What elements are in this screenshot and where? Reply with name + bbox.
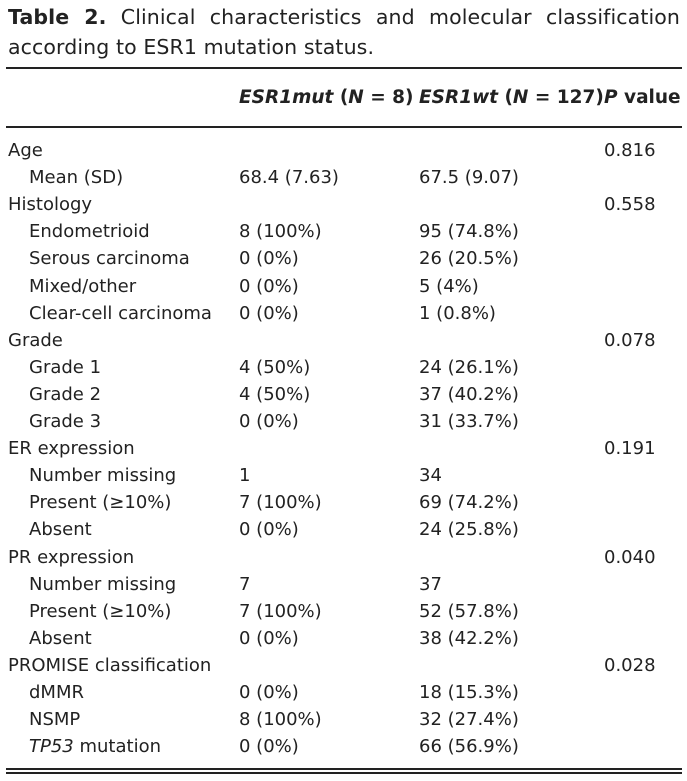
cell-esr1wt: 31 (33.7%) <box>419 411 519 432</box>
header-rule <box>6 126 682 128</box>
cell-esr1mut: 0 (0%) <box>239 682 299 703</box>
cell-esr1mut: 0 (0%) <box>239 519 299 540</box>
cell-esr1wt: 5 (4%) <box>419 276 479 297</box>
cell-esr1mut: 4 (50%) <box>239 357 311 378</box>
row-label: TP53 mutation <box>29 733 161 760</box>
row-label: dMMR <box>29 682 84 703</box>
header-p-var: P <box>604 87 618 108</box>
row-label: Absent <box>29 519 92 540</box>
cell-p-value: 0.078 <box>604 330 656 351</box>
cell-esr1mut: 0 (0%) <box>239 628 299 649</box>
header-esr1wt-n: N <box>512 87 529 108</box>
cell-esr1wt: 69 (74.2%) <box>419 492 519 513</box>
cell-esr1mut: 4 (50%) <box>239 384 311 405</box>
cell-esr1wt: 34 <box>419 465 442 486</box>
row-label: Clear-cell carcinoma <box>29 303 212 324</box>
cell-p-value: 0.816 <box>604 140 656 161</box>
row-label: Mean (SD) <box>29 167 124 188</box>
header-esr1wt: ESR1wt (N = 127) <box>419 84 604 111</box>
cell-esr1wt: 26 (20.5%) <box>419 248 519 269</box>
table-caption: Table 2. Clinical characteristics and mo… <box>8 2 680 62</box>
cell-esr1wt: 32 (27.4%) <box>419 709 519 730</box>
row-label: Serous carcinoma <box>29 248 190 269</box>
table-title: Clinical characteristics and molecular c… <box>8 5 680 59</box>
bottom-rule-2 <box>6 772 682 774</box>
header-esr1mut-count: = 8) <box>363 87 414 108</box>
row-label: Present (≥10%) <box>29 492 172 513</box>
row-label: Grade 2 <box>29 384 102 405</box>
header-esr1wt-open: ( <box>498 87 513 108</box>
cell-esr1mut: 8 (100%) <box>239 709 322 730</box>
row-category-label: Grade <box>8 330 63 351</box>
row-label: Mixed/other <box>29 276 137 297</box>
cell-esr1mut: 0 (0%) <box>239 736 299 757</box>
cell-p-value: 0.191 <box>604 438 656 459</box>
row-label: Endometrioid <box>29 221 150 242</box>
row-category-label: PR expression <box>8 547 135 568</box>
header-p-value: P value <box>604 84 681 111</box>
row-category-label: PROMISE classification <box>8 655 212 676</box>
header-esr1wt-gene: ESR1wt <box>419 87 499 108</box>
cell-esr1mut: 0 (0%) <box>239 411 299 432</box>
row-label: Absent <box>29 628 92 649</box>
header-esr1mut: ESR1mut (N = 8) <box>239 84 413 111</box>
cell-esr1mut: 7 (100%) <box>239 492 322 513</box>
cell-esr1wt: 37 <box>419 574 442 595</box>
row-category-label: ER expression <box>8 438 135 459</box>
cell-esr1wt: 52 (57.8%) <box>419 601 519 622</box>
row-label: Number missing <box>29 574 177 595</box>
cell-esr1wt: 18 (15.3%) <box>419 682 519 703</box>
row-label: NSMP <box>29 709 81 730</box>
row-label-gene: TP53 <box>29 736 74 757</box>
cell-esr1mut: 1 <box>239 465 251 486</box>
cell-esr1wt: 38 (42.2%) <box>419 628 519 649</box>
header-esr1mut-n: N <box>348 87 364 108</box>
cell-esr1mut: 0 (0%) <box>239 276 299 297</box>
cell-esr1mut: 7 (100%) <box>239 601 322 622</box>
cell-esr1wt: 1 (0.8%) <box>419 303 496 324</box>
cell-esr1mut: 0 (0%) <box>239 248 299 269</box>
cell-esr1wt: 24 (26.1%) <box>419 357 519 378</box>
header-esr1mut-gene: ESR1mut <box>239 87 334 108</box>
row-label: Grade 3 <box>29 411 102 432</box>
cell-esr1wt: 37 (40.2%) <box>419 384 519 405</box>
row-label: Present (≥10%) <box>29 601 172 622</box>
row-label-rest: mutation <box>73 736 161 757</box>
table-label: Table 2. <box>8 5 107 29</box>
header-esr1wt-count: = 127) <box>528 87 604 108</box>
cell-esr1mut: 68.4 (7.63) <box>239 167 339 188</box>
cell-esr1mut: 7 <box>239 574 251 595</box>
row-label: Number missing <box>29 465 177 486</box>
cell-p-value: 0.028 <box>604 655 656 676</box>
top-rule <box>6 67 682 69</box>
cell-p-value: 0.558 <box>604 194 656 215</box>
bottom-rule-1 <box>6 768 682 770</box>
cell-esr1wt: 24 (25.8%) <box>419 519 519 540</box>
cell-esr1mut: 8 (100%) <box>239 221 322 242</box>
header-p-rest: value <box>617 87 681 108</box>
header-esr1mut-open: ( <box>333 87 349 108</box>
cell-esr1wt: 66 (56.9%) <box>419 736 519 757</box>
cell-esr1mut: 0 (0%) <box>239 303 299 324</box>
row-category-label: Histology <box>8 194 93 215</box>
cell-esr1wt: 67.5 (9.07) <box>419 167 519 188</box>
cell-p-value: 0.040 <box>604 547 656 568</box>
row-category-label: Age <box>8 140 43 161</box>
row-label: Grade 1 <box>29 357 102 378</box>
cell-esr1wt: 95 (74.8%) <box>419 221 519 242</box>
